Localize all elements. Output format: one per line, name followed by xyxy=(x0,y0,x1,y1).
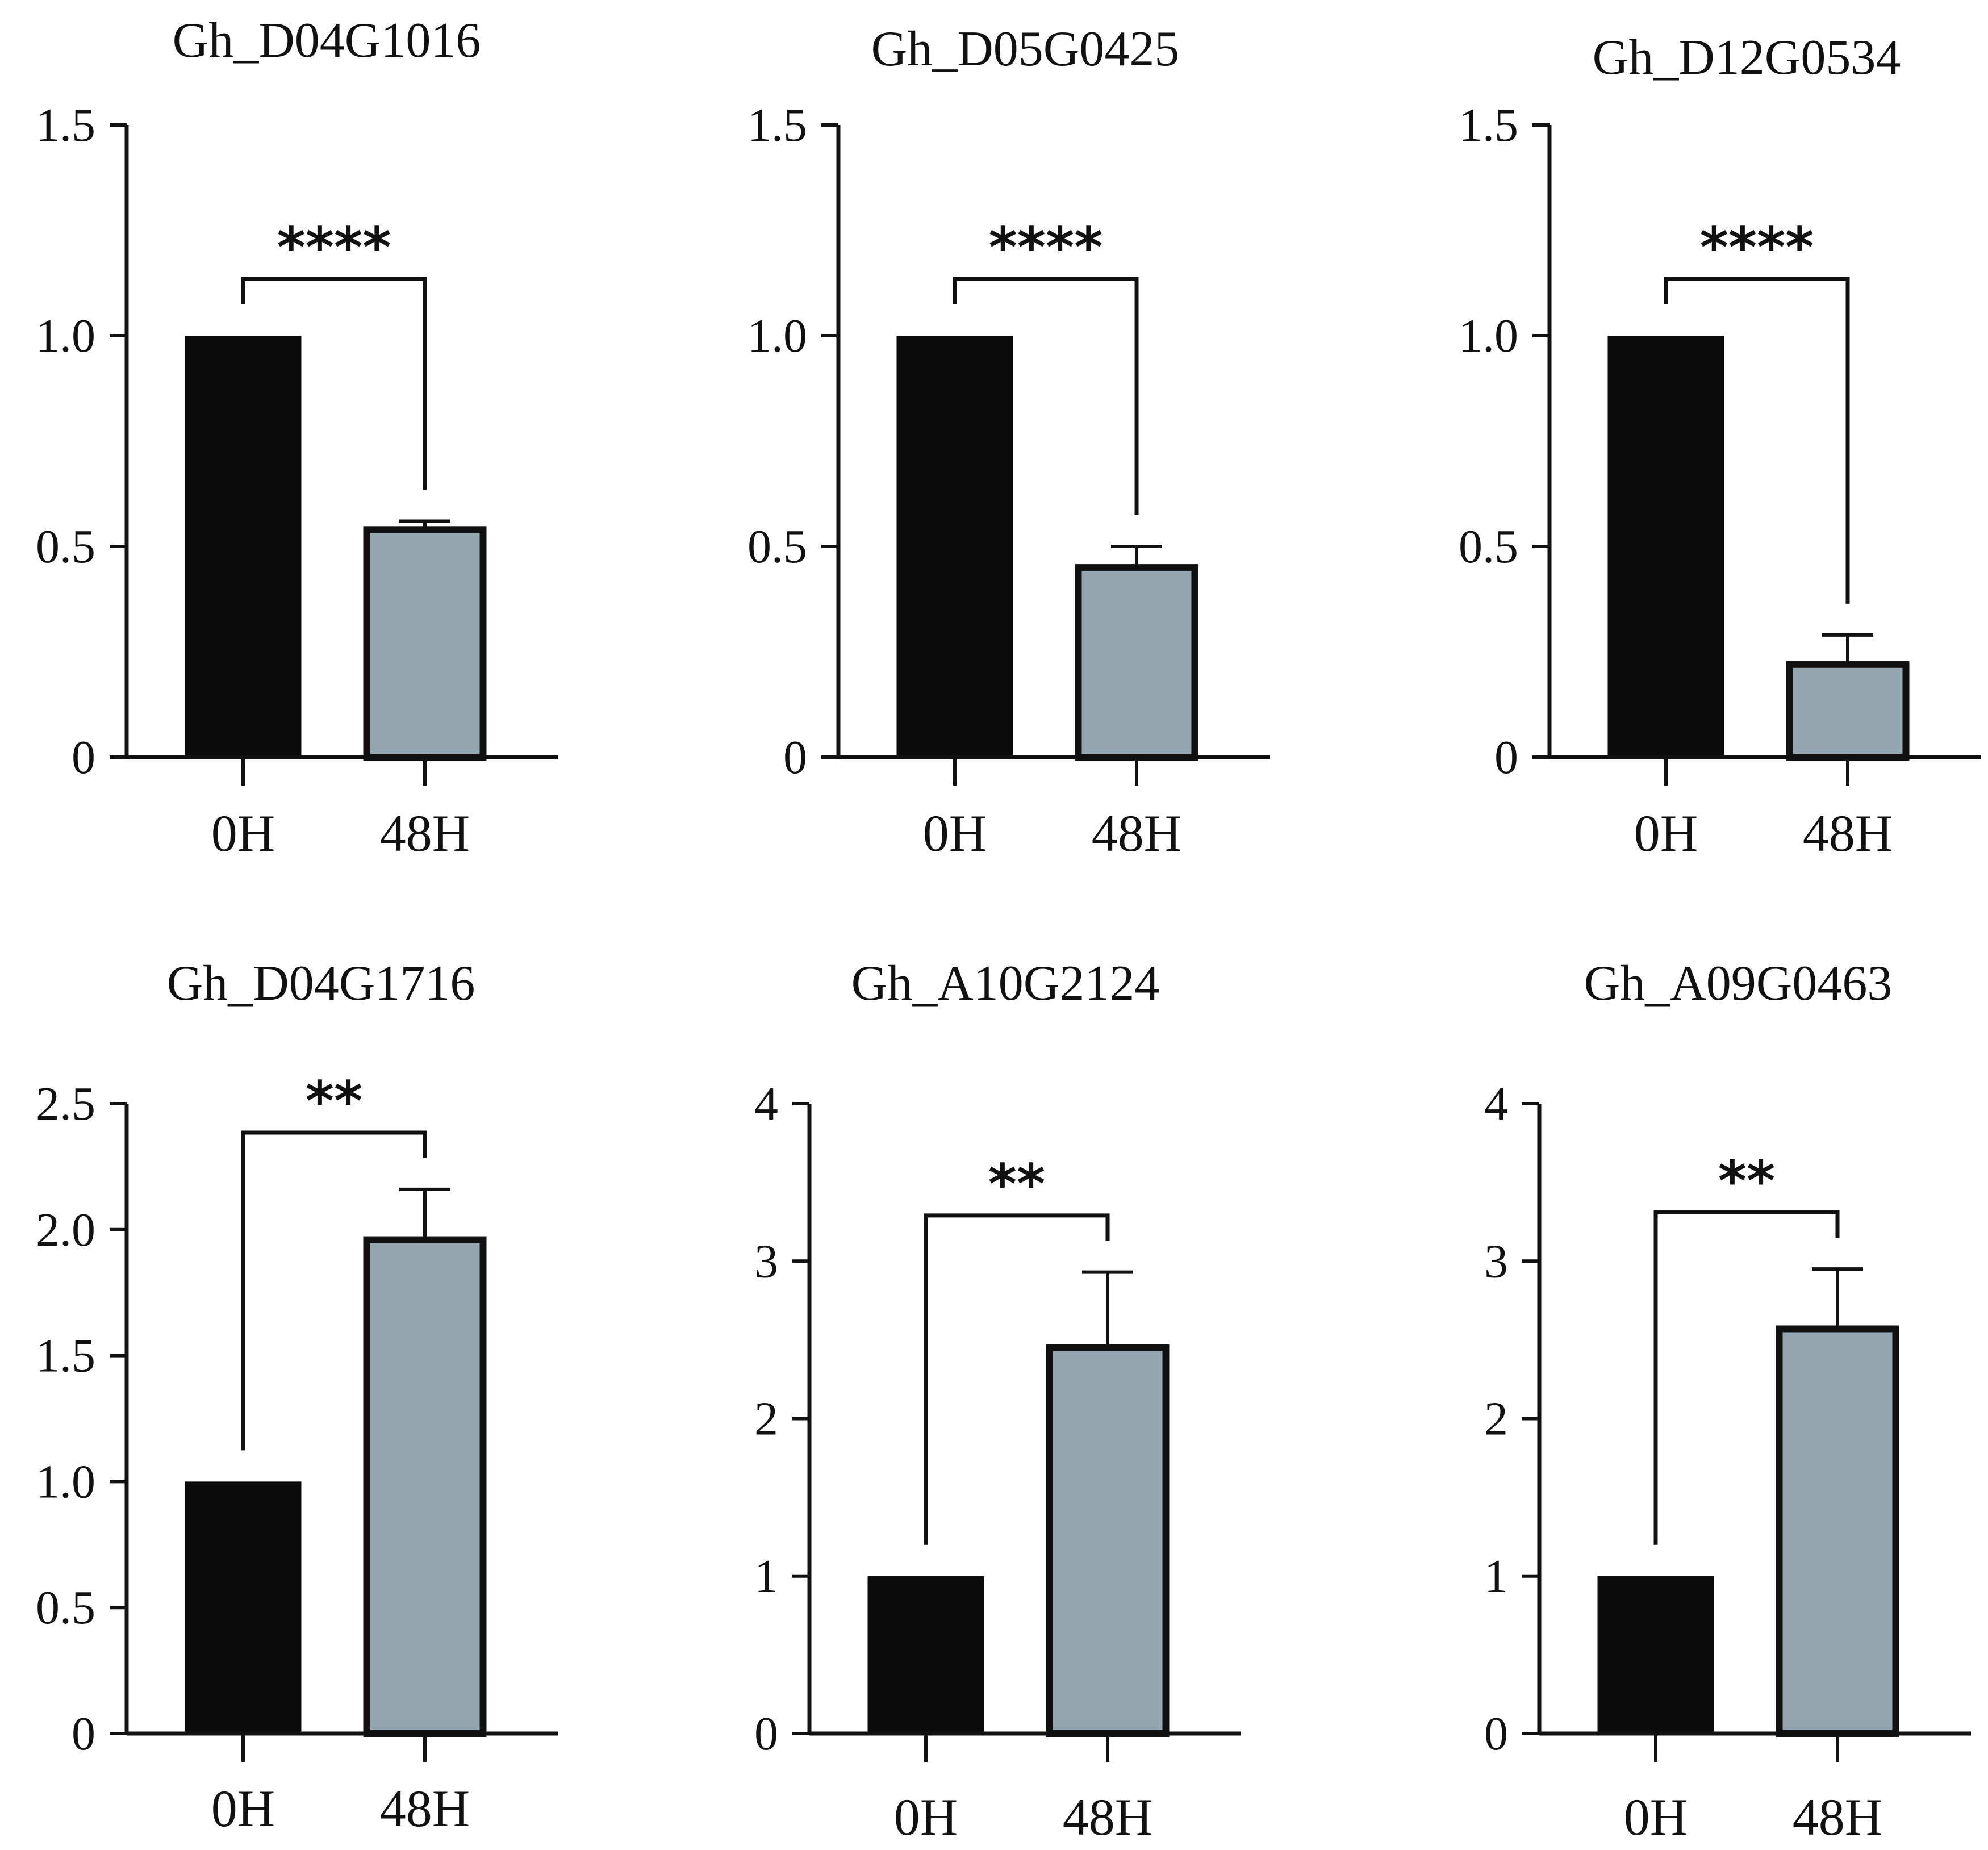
y-tick-label: 0 xyxy=(72,731,95,784)
y-tick-label: 0 xyxy=(783,731,807,784)
chart-title: Gh_A10G2124 xyxy=(851,956,1160,1011)
bar-0h xyxy=(185,1481,302,1734)
chart-panel: Gh_D04G1016 0 0.5 1.0 1.5 0H 48H **** xyxy=(36,13,558,862)
significance-bracket xyxy=(1653,1210,1840,1545)
bar-48h xyxy=(1046,1344,1170,1738)
x-tick-label: 48H xyxy=(380,1780,470,1838)
y-tick-label: 3 xyxy=(754,1235,778,1288)
y-tick-label: 1.0 xyxy=(36,310,95,362)
x-tick-label: 48H xyxy=(1063,1788,1152,1846)
y-tick-label: 2.0 xyxy=(36,1204,95,1256)
significance-label: ** xyxy=(1718,1149,1775,1213)
y-tick-label: 0.5 xyxy=(36,520,95,573)
x-tick-label: 48H xyxy=(380,804,470,862)
x-tick-label: 0H xyxy=(211,804,275,862)
y-tick-label: 3 xyxy=(1484,1235,1508,1288)
y-tick-label: 1.5 xyxy=(36,1330,95,1383)
bar-48h xyxy=(363,526,487,761)
bar-0h xyxy=(185,336,302,757)
y-tick-label: 4 xyxy=(1484,1078,1508,1130)
y-tick-label: 1.5 xyxy=(1459,99,1518,152)
significance-bracket xyxy=(953,277,1139,515)
chart-title: Gh_A09G0463 xyxy=(1584,956,1893,1011)
chart-panel: Gh_A09G0463 0 1 2 3 4 0H 48H ** xyxy=(1484,956,1971,1846)
y-tick-label: 2.5 xyxy=(36,1078,95,1130)
x-tick-label: 0H xyxy=(211,1780,275,1838)
chart-panel: Gh_D05G0425 0 0.5 1.0 1.5 0H 48H **** xyxy=(747,22,1270,862)
significance-bracket xyxy=(924,1213,1110,1545)
significance-bracket xyxy=(1664,277,1850,604)
y-tick-label: 1.0 xyxy=(747,310,807,362)
y-tick-label: 1.0 xyxy=(36,1455,95,1508)
significance-label: **** xyxy=(1700,216,1814,279)
y-tick-label: 2 xyxy=(754,1393,778,1446)
significance-label: ** xyxy=(988,1152,1045,1216)
x-tick-label: 48H xyxy=(1092,804,1181,862)
bar-0h xyxy=(896,336,1013,757)
y-tick-label: 1 xyxy=(754,1550,778,1603)
significance-label: **** xyxy=(989,216,1103,279)
chart-panel: Gh_D04G1716 0 0.5 1.0 1.5 2.0 2.5 0H 48H ** xyxy=(36,956,558,1838)
x-tick-label: 0H xyxy=(923,804,987,862)
y-tick-label: 1.5 xyxy=(747,99,807,152)
significance-bracket xyxy=(241,1130,427,1451)
bar-48h xyxy=(1776,1325,1899,1737)
significance-label: ** xyxy=(306,1070,362,1133)
y-tick-label: 2 xyxy=(1484,1393,1508,1446)
bar-0h xyxy=(1597,1576,1714,1734)
y-tick-label: 0 xyxy=(72,1707,95,1760)
y-tick-label: 0.5 xyxy=(36,1581,95,1634)
x-tick-label: 0H xyxy=(1624,1788,1688,1846)
chart-panel: Gh_D12G0534 0 0.5 1.0 1.5 0H 48H **** xyxy=(1459,30,1981,862)
y-tick-label: 4 xyxy=(754,1078,778,1130)
chart-title: Gh_D05G0425 xyxy=(871,22,1180,77)
y-tick-label: 0.5 xyxy=(747,520,807,573)
significance-label: **** xyxy=(277,216,391,279)
bar-48h xyxy=(1075,564,1198,761)
bar-48h xyxy=(1786,661,1910,761)
x-tick-label: 0H xyxy=(1634,804,1698,862)
chart-title: Gh_D04G1016 xyxy=(173,13,481,68)
x-tick-label: 48H xyxy=(1793,1788,1882,1846)
y-tick-label: 1 xyxy=(1484,1550,1508,1603)
y-tick-label: 0 xyxy=(1484,1707,1508,1760)
bar-48h xyxy=(363,1236,487,1737)
chart-title: Gh_D12G0534 xyxy=(1593,30,1901,85)
chart-panel: Gh_A10G2124 0 1 2 3 4 0H 48H ** xyxy=(754,956,1241,1846)
x-tick-label: 0H xyxy=(894,1788,958,1846)
y-tick-label: 1.5 xyxy=(36,99,95,152)
bar-0h xyxy=(867,1576,984,1734)
y-tick-label: 0 xyxy=(754,1707,778,1760)
y-tick-label: 1.0 xyxy=(1459,310,1518,362)
significance-bracket xyxy=(241,277,427,490)
y-tick-label: 0.5 xyxy=(1459,520,1518,573)
bar-0h xyxy=(1607,336,1724,757)
x-tick-label: 48H xyxy=(1803,804,1893,862)
y-tick-label: 0 xyxy=(1494,731,1518,784)
chart-title: Gh_D04G1716 xyxy=(167,956,475,1011)
